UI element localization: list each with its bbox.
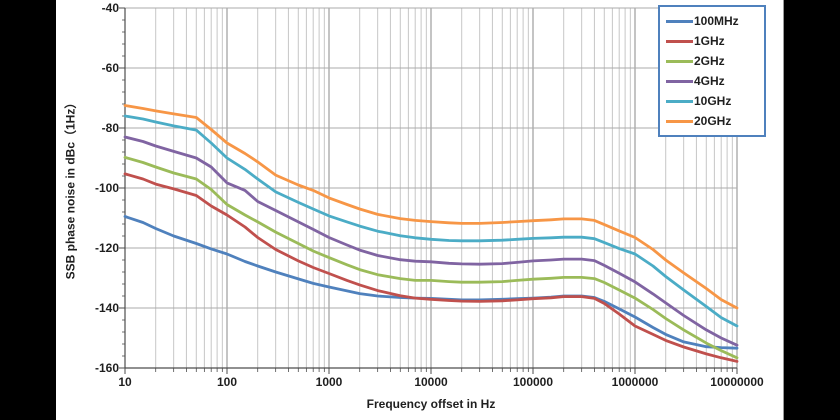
x-tick-label: 100000: [512, 375, 554, 389]
y-tick-label: -60: [101, 61, 119, 75]
legend-item-10ghz: 10GHz: [666, 91, 760, 111]
legend: 100MHz 1GHz 2GHz 4GHz 10GHz 20GHz: [658, 5, 766, 137]
chart-panel: -40 -60 -80 -100 -120 -140 -160 10 100 1000 10000…: [56, 0, 784, 420]
legend-swatch-icon: [666, 59, 693, 63]
series-line-10ghz: [123, 114, 739, 328]
y-tick-label: -80: [101, 121, 119, 135]
series-line-4ghz: [123, 135, 739, 347]
legend-label: 1GHz: [694, 34, 725, 48]
legend-swatch-icon: [666, 39, 693, 43]
legend-item-4ghz: 4GHz: [666, 71, 760, 91]
plot-area: [119, 7, 739, 374]
y-tick-label: -160: [94, 361, 119, 375]
legend-item-100mhz: 100MHz: [666, 11, 760, 31]
legend-label: 20GHz: [694, 114, 732, 128]
legend-item-2ghz: 2GHz: [666, 51, 760, 71]
legend-label: 100MHz: [694, 14, 739, 28]
series-line-20ghz: [123, 104, 739, 310]
x-tick-label: 100: [216, 375, 238, 389]
legend-label: 2GHz: [694, 54, 725, 68]
y-tick-label: -140: [94, 301, 119, 315]
x-tick-label: 1000: [315, 375, 343, 389]
series-line-2ghz: [123, 155, 739, 360]
legend-swatch-icon: [666, 99, 693, 103]
x-axis-title: Frequency offset in Hz: [366, 397, 496, 411]
y-tick-label: -100: [94, 181, 119, 195]
y-tick-label: -120: [94, 241, 119, 255]
legend-label: 4GHz: [694, 74, 725, 88]
x-tick-label: 10: [118, 375, 132, 389]
x-tick-label: 10000000: [710, 375, 764, 389]
legend-swatch-icon: [666, 79, 693, 83]
legend-swatch-icon: [666, 119, 693, 123]
y-tick-label: -40: [101, 1, 119, 15]
x-tick-label: 10000: [414, 375, 448, 389]
legend-label: 10GHz: [694, 94, 732, 108]
legend-item-1ghz: 1GHz: [666, 31, 760, 51]
x-tick-label: 1000000: [611, 375, 659, 389]
y-axis-title: SSB phase noise in dBc（1Hz）: [63, 96, 78, 280]
legend-item-20ghz: 20GHz: [666, 111, 760, 131]
series-line-1ghz: [123, 172, 739, 363]
legend-swatch-icon: [666, 19, 693, 23]
